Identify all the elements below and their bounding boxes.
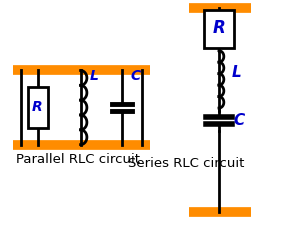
- Text: C: C: [233, 113, 244, 128]
- Bar: [204, 10, 234, 48]
- Bar: [28, 87, 48, 128]
- Text: R: R: [32, 100, 42, 114]
- Text: R: R: [213, 19, 225, 37]
- Text: L: L: [232, 65, 242, 80]
- Text: C: C: [131, 70, 141, 83]
- Text: Series RLC circuit: Series RLC circuit: [128, 158, 244, 171]
- Text: Parallel RLC circuit: Parallel RLC circuit: [16, 153, 140, 166]
- Text: L: L: [90, 70, 99, 83]
